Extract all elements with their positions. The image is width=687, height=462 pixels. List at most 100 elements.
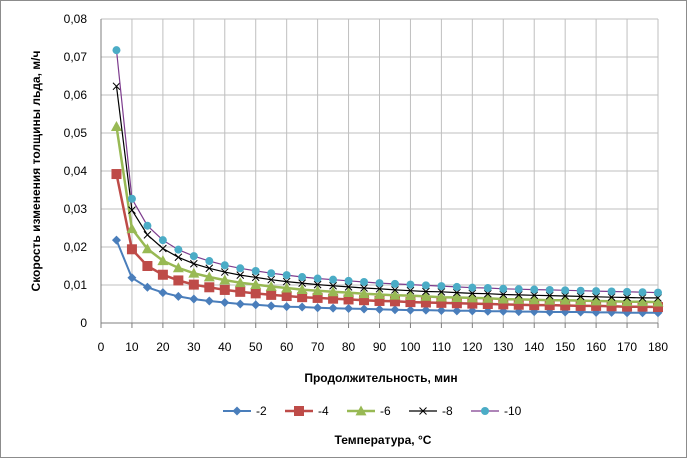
data-point	[143, 230, 152, 239]
data-point	[405, 305, 415, 315]
data-point	[329, 275, 338, 284]
data-point	[189, 294, 199, 304]
data-point	[389, 289, 401, 300]
marker-stroke	[112, 82, 121, 91]
marker-stroke	[468, 289, 477, 298]
data-point	[204, 296, 214, 306]
data-point	[375, 279, 384, 288]
data-point	[591, 300, 602, 311]
x-tick-label: 150	[555, 340, 575, 354]
data-point	[623, 287, 632, 296]
data-point	[297, 302, 307, 312]
data-point	[128, 206, 136, 214]
data-point	[468, 289, 477, 298]
data-point	[219, 284, 230, 295]
data-point	[282, 277, 291, 286]
data-point	[236, 271, 245, 279]
data-point	[623, 293, 631, 302]
data-point	[544, 294, 556, 305]
y-tick-label: 0,08	[64, 12, 88, 26]
data-point	[592, 292, 600, 301]
legend-item: -2	[223, 404, 267, 418]
data-point	[451, 298, 462, 309]
data-point	[391, 286, 399, 294]
x-tick-label: 80	[342, 340, 356, 354]
data-point	[297, 292, 308, 303]
data-point	[575, 300, 586, 311]
data-point	[437, 287, 446, 296]
marker-stroke	[561, 292, 570, 300]
data-point	[344, 304, 354, 314]
data-point	[282, 302, 292, 312]
marker-stroke	[128, 206, 136, 214]
marker-stroke	[267, 275, 276, 284]
x-tick-label: 140	[524, 340, 544, 354]
data-point	[420, 297, 431, 308]
data-point	[483, 289, 492, 298]
data-point	[267, 275, 276, 284]
data-point	[112, 46, 121, 55]
data-point	[513, 293, 525, 304]
marker-stroke	[437, 287, 446, 296]
data-point	[111, 235, 121, 245]
data-point	[514, 291, 523, 299]
data-point	[545, 285, 554, 294]
data-point	[452, 282, 461, 291]
series-minus2	[111, 235, 663, 318]
legend-title: Температура, °С	[335, 433, 432, 447]
data-point	[250, 279, 262, 290]
marker-stroke	[189, 259, 198, 268]
data-point	[375, 284, 384, 293]
data-point	[112, 82, 121, 91]
series-group	[110, 46, 664, 318]
data-point	[267, 269, 276, 278]
marker-stroke	[220, 268, 229, 276]
y-axis-title: Скорость изменения толщины льда, м/ч	[29, 51, 43, 292]
data-point	[530, 285, 539, 294]
tick-labels: 0 0,01 0,02 0,03 0,04 0,05 0,06 0,07 0,08 0 10 20 30…	[64, 12, 669, 354]
data-point	[204, 282, 215, 293]
data-point	[143, 221, 152, 230]
data-point	[652, 296, 664, 307]
data-point	[188, 279, 199, 290]
data-point	[327, 286, 339, 297]
marker-stroke	[576, 292, 585, 301]
x-tick-label: 70	[311, 340, 325, 354]
marker-stroke	[313, 280, 322, 289]
legend-marker	[355, 405, 367, 416]
marker-stroke	[251, 273, 260, 282]
data-point	[359, 304, 369, 314]
gridlines	[100, 18, 659, 324]
y-tick-label: 0,07	[64, 50, 88, 64]
x-tick-label: 130	[493, 340, 513, 354]
data-point	[329, 281, 337, 290]
series-minus10	[112, 46, 662, 297]
legend-label: -6	[380, 404, 391, 418]
data-point	[638, 294, 647, 302]
legend: -2 -4 -6 -8 -10	[223, 404, 522, 418]
data-point	[359, 295, 370, 306]
data-point	[281, 282, 293, 293]
data-point	[436, 305, 446, 315]
data-point	[545, 291, 554, 300]
data-point	[406, 286, 415, 295]
marker-stroke	[499, 290, 508, 299]
data-point	[404, 290, 416, 301]
data-point	[466, 292, 478, 303]
data-point	[499, 290, 508, 299]
data-point	[250, 288, 261, 299]
axes	[100, 19, 659, 328]
marker-stroke	[298, 279, 306, 287]
x-tick-label: 110	[432, 340, 451, 354]
data-point	[358, 288, 370, 299]
data-point	[592, 287, 601, 296]
data-point	[235, 286, 246, 297]
marker-stroke	[545, 291, 554, 300]
data-point	[576, 286, 585, 295]
marker-stroke	[406, 286, 415, 295]
marker-stroke	[205, 264, 214, 273]
data-point	[622, 301, 633, 312]
data-point	[482, 299, 493, 309]
marker-stroke	[329, 281, 337, 290]
data-point	[344, 276, 353, 285]
